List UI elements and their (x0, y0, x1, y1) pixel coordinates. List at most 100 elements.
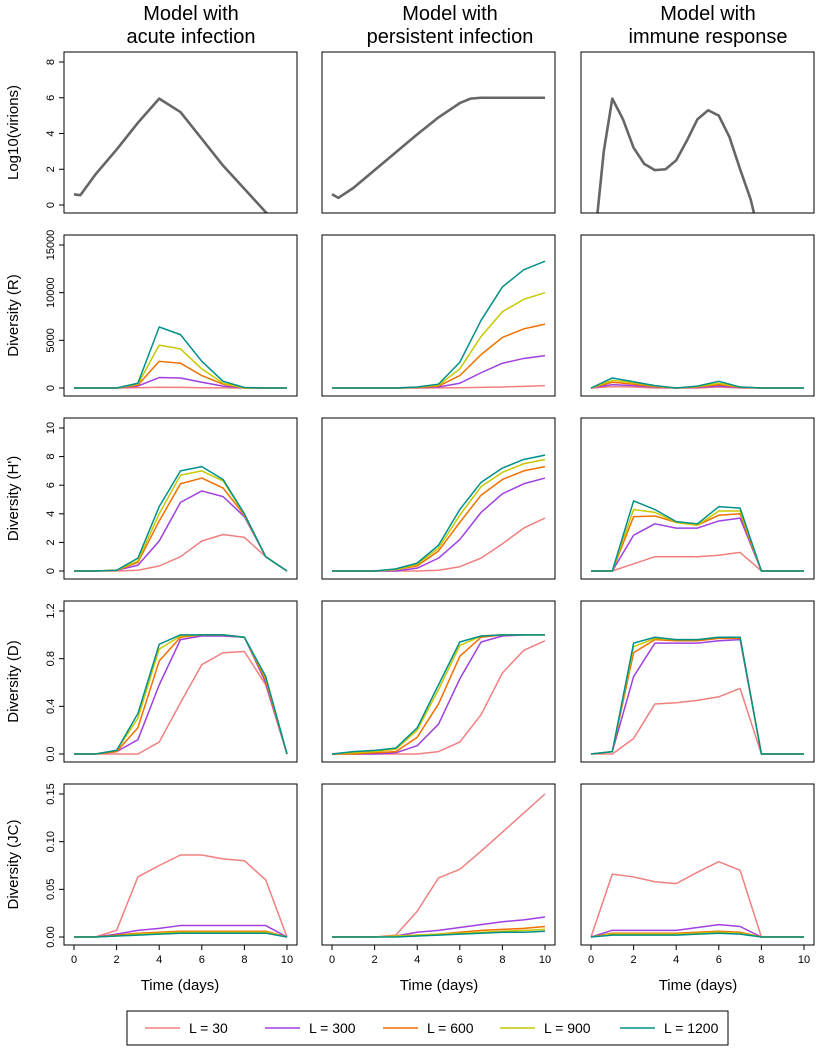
panel-frame (321, 417, 556, 580)
panel-r1-c2 (321, 51, 556, 214)
panel-frame (321, 51, 556, 214)
series-group (590, 860, 804, 938)
series-line-l30 (74, 650, 288, 755)
series-line-l300 (332, 634, 545, 755)
series-group (74, 465, 288, 572)
series-line-l1200 (590, 636, 804, 755)
panel-frame (580, 783, 815, 946)
panel-frame (63, 417, 298, 580)
series-line-l1200 (332, 930, 546, 938)
y-tick-label: 0.0 (45, 746, 57, 761)
x-tick-label: 8 (241, 954, 247, 966)
x-tick-label: 2 (372, 954, 378, 966)
y-tick-label: 0 (45, 202, 57, 208)
panel-frame (321, 600, 556, 763)
y-tick-label: 6 (45, 482, 57, 488)
virion-curve (331, 96, 545, 200)
legend-box (126, 1010, 729, 1046)
legend-label: L = 600 (427, 1020, 474, 1036)
panel-frame (580, 600, 815, 763)
panel-r5-c3: 0 2 4 6 8 10 (580, 783, 815, 966)
x-axis-label-2: Time (days) (400, 977, 479, 994)
panel-frame (63, 783, 298, 946)
series-line-l900 (331, 634, 545, 755)
series-line-l1200 (590, 932, 804, 938)
panel-r5-c2: 0 2 4 6 8 10 (321, 783, 556, 966)
series-line-l300 (74, 376, 287, 389)
y-tick-label: 10 (45, 422, 57, 434)
series-line-l1200 (590, 377, 804, 389)
panel-frame (321, 783, 556, 946)
series-line-l30 (74, 533, 288, 572)
legend: L = 30 L = 300 L = 600 L = 900 L = 1200 (126, 1010, 729, 1046)
panel-r2-c2 (321, 234, 556, 397)
y-tick-label: 4 (45, 511, 57, 517)
x-tick-label: 4 (156, 954, 162, 966)
series-line-l30 (591, 551, 804, 572)
col-title-2-line-1: Model with (402, 3, 498, 25)
panel-r1-c1: 0 2 4 6 8 Log10(virions) (5, 51, 298, 214)
panel-r2-c1: 0 5000 10000 15000 Diversity (R) (5, 230, 298, 397)
x-tick-label: 10 (281, 954, 293, 966)
series-line-l30 (590, 860, 804, 938)
panel-r4-c2 (321, 600, 556, 763)
panel-frame (63, 234, 298, 397)
col-title-2-line-2: persistent infection (367, 26, 534, 48)
x-tick-label: 2 (114, 954, 120, 966)
y-axis-label: Diversity (JC) (5, 820, 22, 910)
series-line-l600 (332, 634, 545, 755)
col-title-1-line-1: Model with (143, 3, 239, 25)
x-axis-labels: Time (days) Time (days) Time (days) (141, 977, 738, 994)
panel-r4-c3 (580, 600, 815, 763)
series-line-l1200 (591, 500, 804, 572)
x-tick-label: 4 (414, 954, 420, 966)
series-group (74, 854, 288, 938)
panel-r3-c1: 0 2 4 6 8 10 Diversity (H') (5, 417, 298, 580)
y-tick-label: 0.00 (45, 926, 57, 947)
series-group (73, 97, 269, 213)
y-tick-label: 0.05 (45, 879, 57, 900)
y-tick-label: 8 (45, 59, 57, 65)
series-line-l900 (332, 458, 546, 572)
series-line-l1200 (74, 932, 288, 938)
virion-curve (596, 97, 756, 213)
panel-r3-c3 (580, 417, 815, 580)
series-group (596, 97, 756, 213)
series-line-l600 (332, 323, 546, 389)
x-tick-label: 10 (798, 954, 810, 966)
series-line-l1200 (74, 465, 288, 572)
x-axis-label-1: Time (days) (141, 977, 220, 994)
x-tick-label: 0 (329, 954, 335, 966)
y-tick-label: 2 (45, 166, 57, 172)
series-line-l1200 (74, 326, 287, 389)
y-tick-label: 8 (45, 454, 57, 460)
x-tick-label: 6 (457, 954, 463, 966)
legend-label: L = 300 (309, 1020, 356, 1036)
col-title-1-line-2: acute infection (127, 26, 256, 48)
y-tick-label: 0 (45, 568, 57, 574)
legend-label: L = 900 (544, 1020, 591, 1036)
col-title-3-line-1: Model with (660, 3, 756, 25)
x-tick-label: 8 (499, 954, 505, 966)
series-line-l30 (332, 640, 546, 755)
series-group (332, 454, 546, 572)
series-group (332, 260, 546, 389)
y-tick-label: 6 (45, 95, 57, 101)
series-line-l1200 (332, 260, 546, 389)
virion-curve (73, 97, 269, 213)
panel-frame (580, 51, 815, 214)
x-axis-label-3: Time (days) (659, 977, 738, 994)
panel-r5-c1: 0.00 0.05 0.10 0.15 Diversity (JC) 0 2 4 6 8 10 (5, 783, 298, 966)
y-axis-label: Diversity (R) (5, 274, 22, 357)
x-tick-label: 8 (758, 954, 764, 966)
series-line-l900 (74, 634, 288, 755)
series-line-l1200 (74, 634, 288, 755)
y-tick-label: 5000 (45, 328, 57, 352)
panel-frame (321, 234, 556, 397)
legend-label: L = 1200 (664, 1020, 719, 1036)
y-tick-label: 4 (45, 130, 57, 136)
series-group (332, 793, 546, 938)
series-line-l900 (332, 291, 546, 389)
series-line-l300 (332, 477, 546, 572)
x-tick-label: 4 (673, 954, 679, 966)
